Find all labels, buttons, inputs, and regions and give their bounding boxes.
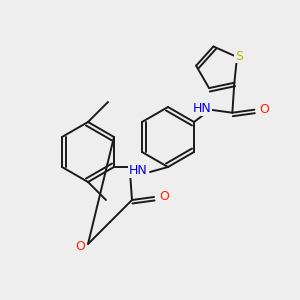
Text: HN: HN xyxy=(129,164,147,178)
Text: HN: HN xyxy=(193,102,212,115)
Text: O: O xyxy=(75,239,85,253)
Text: O: O xyxy=(159,190,169,203)
Text: O: O xyxy=(260,103,269,116)
Text: S: S xyxy=(235,50,243,62)
